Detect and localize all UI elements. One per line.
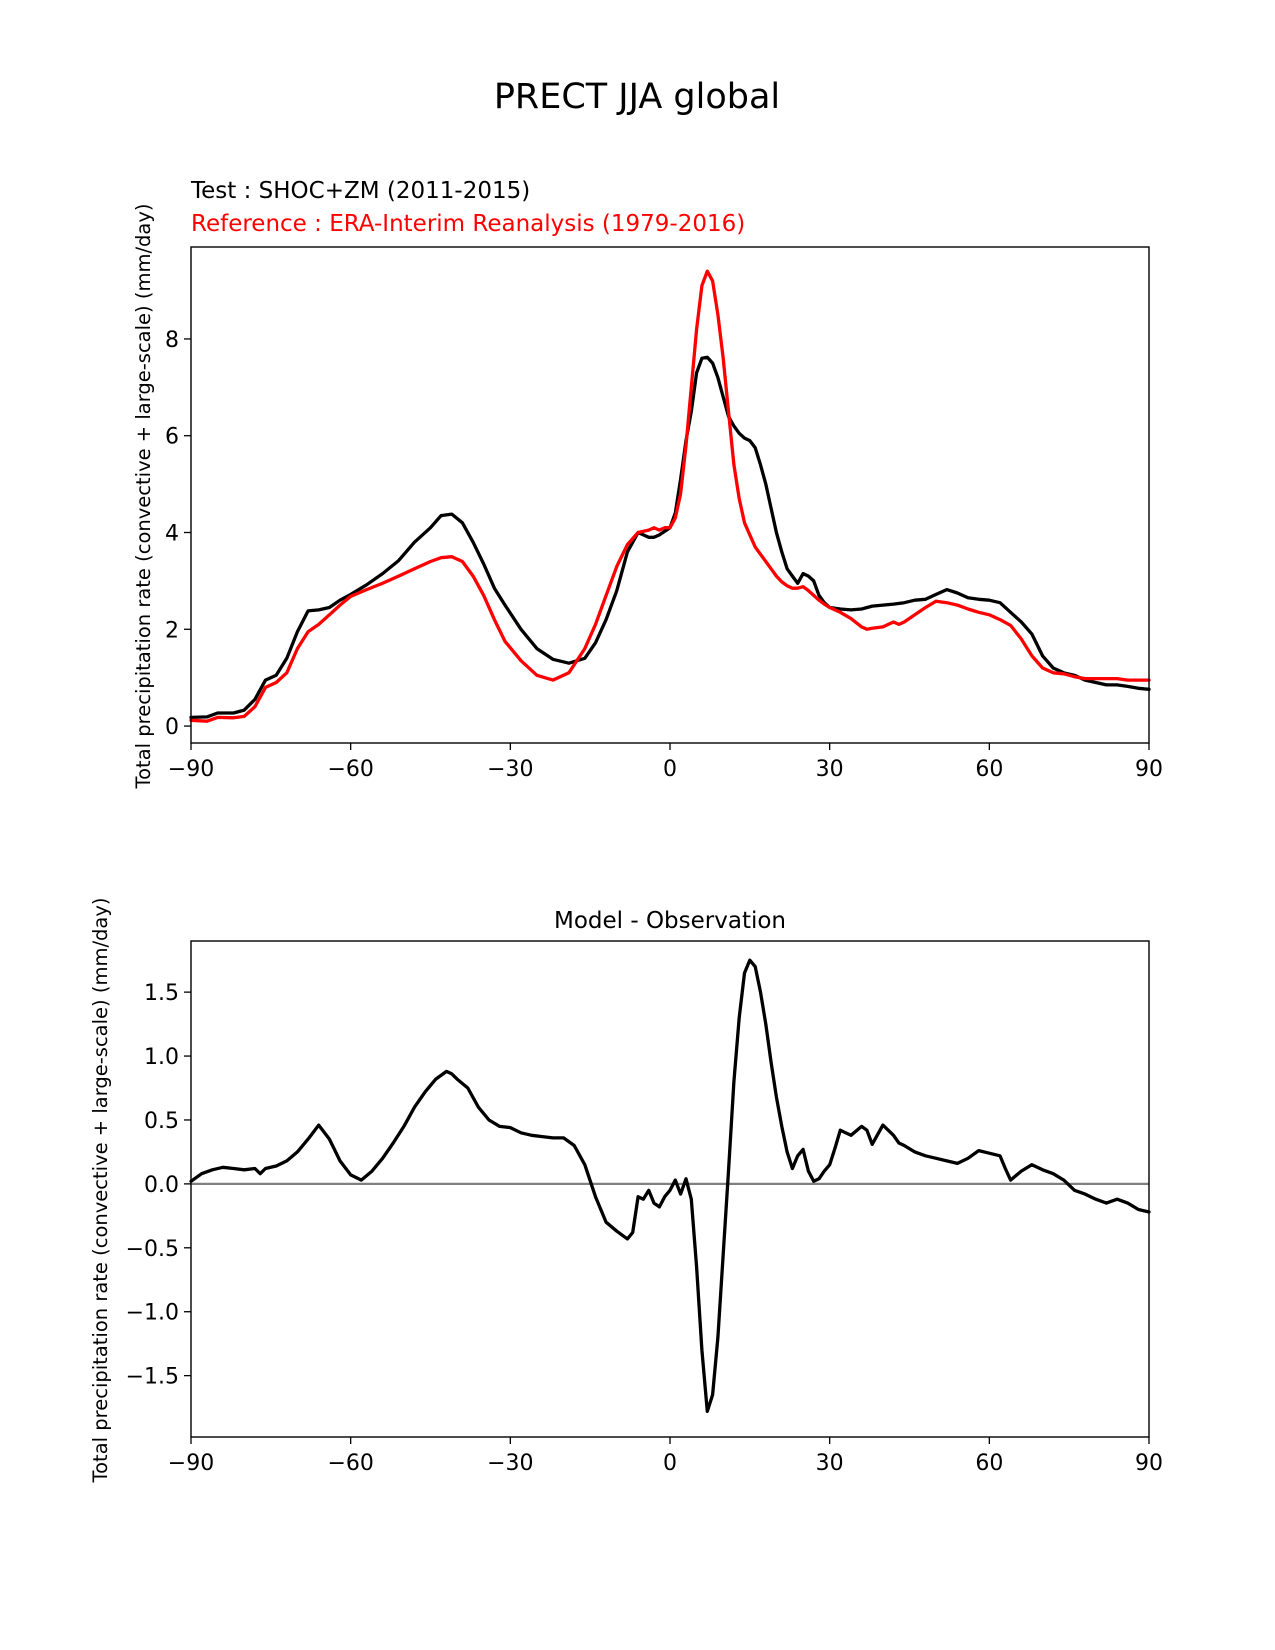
figure-title: PRECT JJA global (494, 77, 780, 117)
y-tick-label: 1.5 (144, 981, 179, 1006)
top-ylabel: Total precipitation rate (convective + l… (132, 204, 155, 790)
x-tick-label: 0 (663, 757, 677, 782)
reference-label: Reference : ERA-Interim Reanalysis (1979… (191, 211, 745, 237)
y-tick-label: 1.0 (144, 1045, 179, 1070)
y-tick-label: 4 (165, 522, 179, 547)
y-tick-label: 2 (165, 618, 179, 643)
test-label: Test : SHOC+ZM (2011-2015) (190, 178, 530, 204)
x-tick-label: −30 (487, 757, 533, 782)
x-tick-label: −60 (327, 1451, 373, 1476)
y-tick-label: 0.0 (144, 1173, 179, 1198)
series-line-model-observation (189, 958, 1151, 1414)
y-tick-label: −1.5 (126, 1365, 179, 1390)
bottom-title: Model - Observation (554, 908, 786, 934)
y-tick-label: 8 (165, 328, 179, 353)
y-tick-label: 0.5 (144, 1109, 179, 1134)
bottom-ylabel: Total precipitation rate (convective + l… (89, 898, 112, 1484)
y-tick-label: −1.0 (126, 1301, 179, 1326)
bottom-panel: Model - Observation Total precipitation … (89, 898, 1163, 1484)
y-tick-label: 0 (165, 715, 179, 740)
x-tick-label: −60 (327, 757, 373, 782)
x-tick-label: 90 (1135, 757, 1163, 782)
y-tick-label: −0.5 (126, 1237, 179, 1262)
y-tick-label: 6 (165, 425, 179, 450)
bottom-axes-frame (190, 940, 1150, 1438)
x-tick-label: 0 (663, 1451, 677, 1476)
top-axes-frame (190, 246, 1150, 744)
x-tick-label: 30 (816, 757, 844, 782)
series-line-reference (189, 269, 1151, 723)
top-panel: Test : SHOC+ZM (2011-2015) Reference : E… (132, 178, 1163, 789)
x-tick-label: 90 (1135, 1451, 1163, 1476)
x-tick-label: 30 (816, 1451, 844, 1476)
x-tick-label: 60 (975, 1451, 1003, 1476)
x-tick-label: 60 (975, 757, 1003, 782)
x-tick-label: −90 (168, 757, 214, 782)
series-line-test (189, 355, 1151, 720)
x-tick-label: −30 (487, 1451, 533, 1476)
x-tick-label: −90 (168, 1451, 214, 1476)
